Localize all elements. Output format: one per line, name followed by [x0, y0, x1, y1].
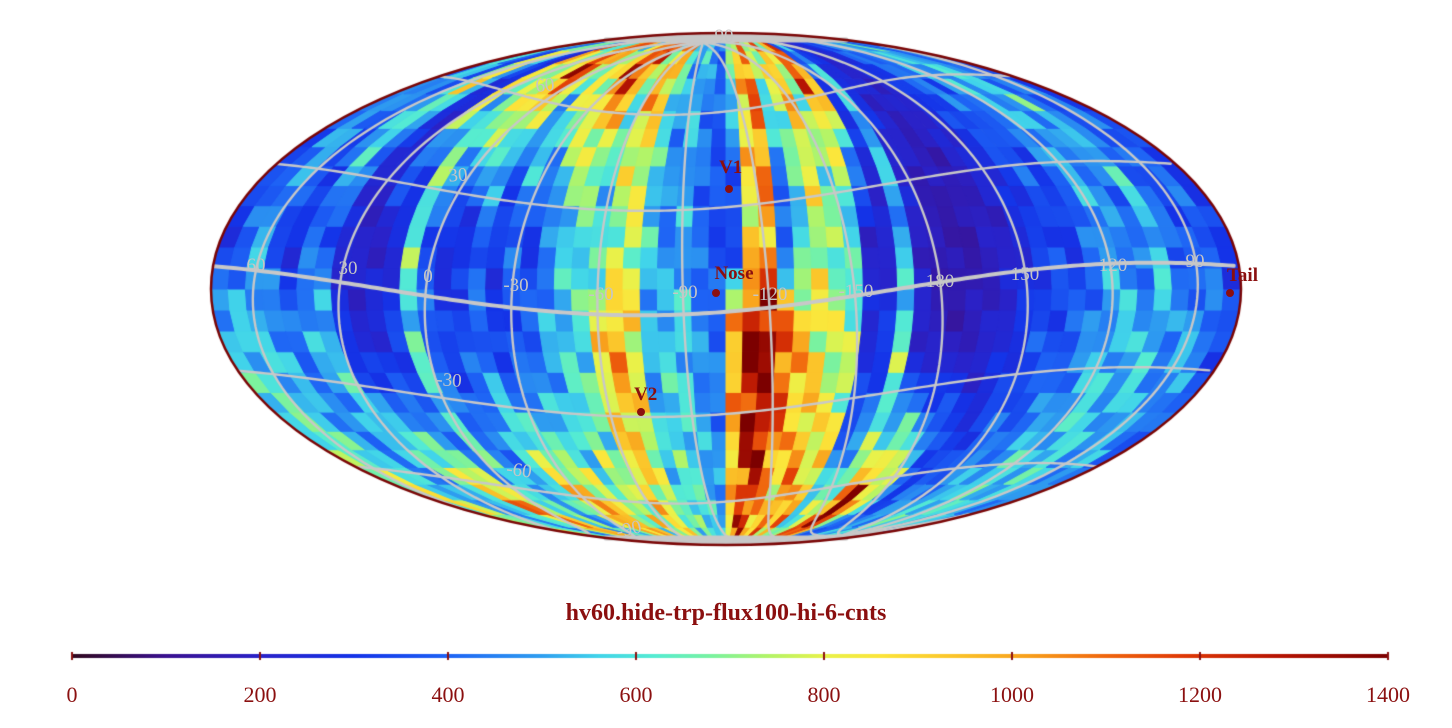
map-title: hv60.hide-trp-flux100-hi-6-cnts [565, 600, 887, 626]
